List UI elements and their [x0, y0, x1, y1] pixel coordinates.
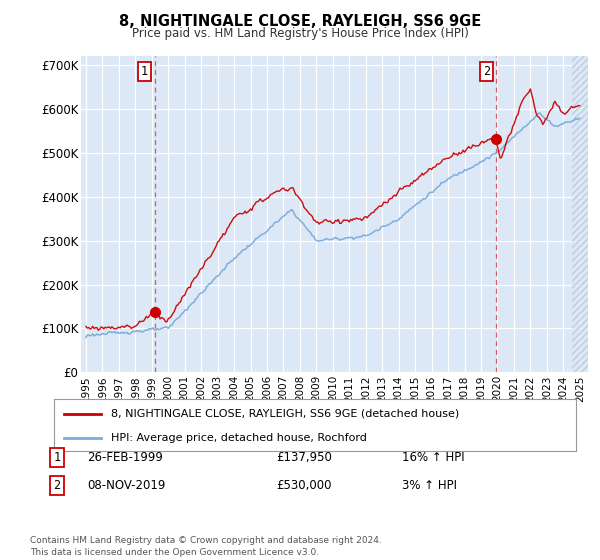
Text: 8, NIGHTINGALE CLOSE, RAYLEIGH, SS6 9GE: 8, NIGHTINGALE CLOSE, RAYLEIGH, SS6 9GE: [119, 14, 481, 29]
Text: 08-NOV-2019: 08-NOV-2019: [87, 479, 166, 492]
Text: £530,000: £530,000: [276, 479, 331, 492]
Text: 1: 1: [53, 451, 61, 464]
Text: £137,950: £137,950: [276, 451, 332, 464]
Text: Contains HM Land Registry data © Crown copyright and database right 2024.
This d: Contains HM Land Registry data © Crown c…: [30, 536, 382, 557]
Text: 16% ↑ HPI: 16% ↑ HPI: [402, 451, 464, 464]
Text: 3% ↑ HPI: 3% ↑ HPI: [402, 479, 457, 492]
Text: 2: 2: [482, 65, 490, 78]
Text: 26-FEB-1999: 26-FEB-1999: [87, 451, 163, 464]
Text: 1: 1: [141, 65, 148, 78]
Text: Price paid vs. HM Land Registry's House Price Index (HPI): Price paid vs. HM Land Registry's House …: [131, 27, 469, 40]
Text: HPI: Average price, detached house, Rochford: HPI: Average price, detached house, Roch…: [112, 433, 367, 443]
Bar: [572, 56, 588, 372]
Text: 8, NIGHTINGALE CLOSE, RAYLEIGH, SS6 9GE (detached house): 8, NIGHTINGALE CLOSE, RAYLEIGH, SS6 9GE …: [112, 409, 460, 419]
Text: 2: 2: [53, 479, 61, 492]
